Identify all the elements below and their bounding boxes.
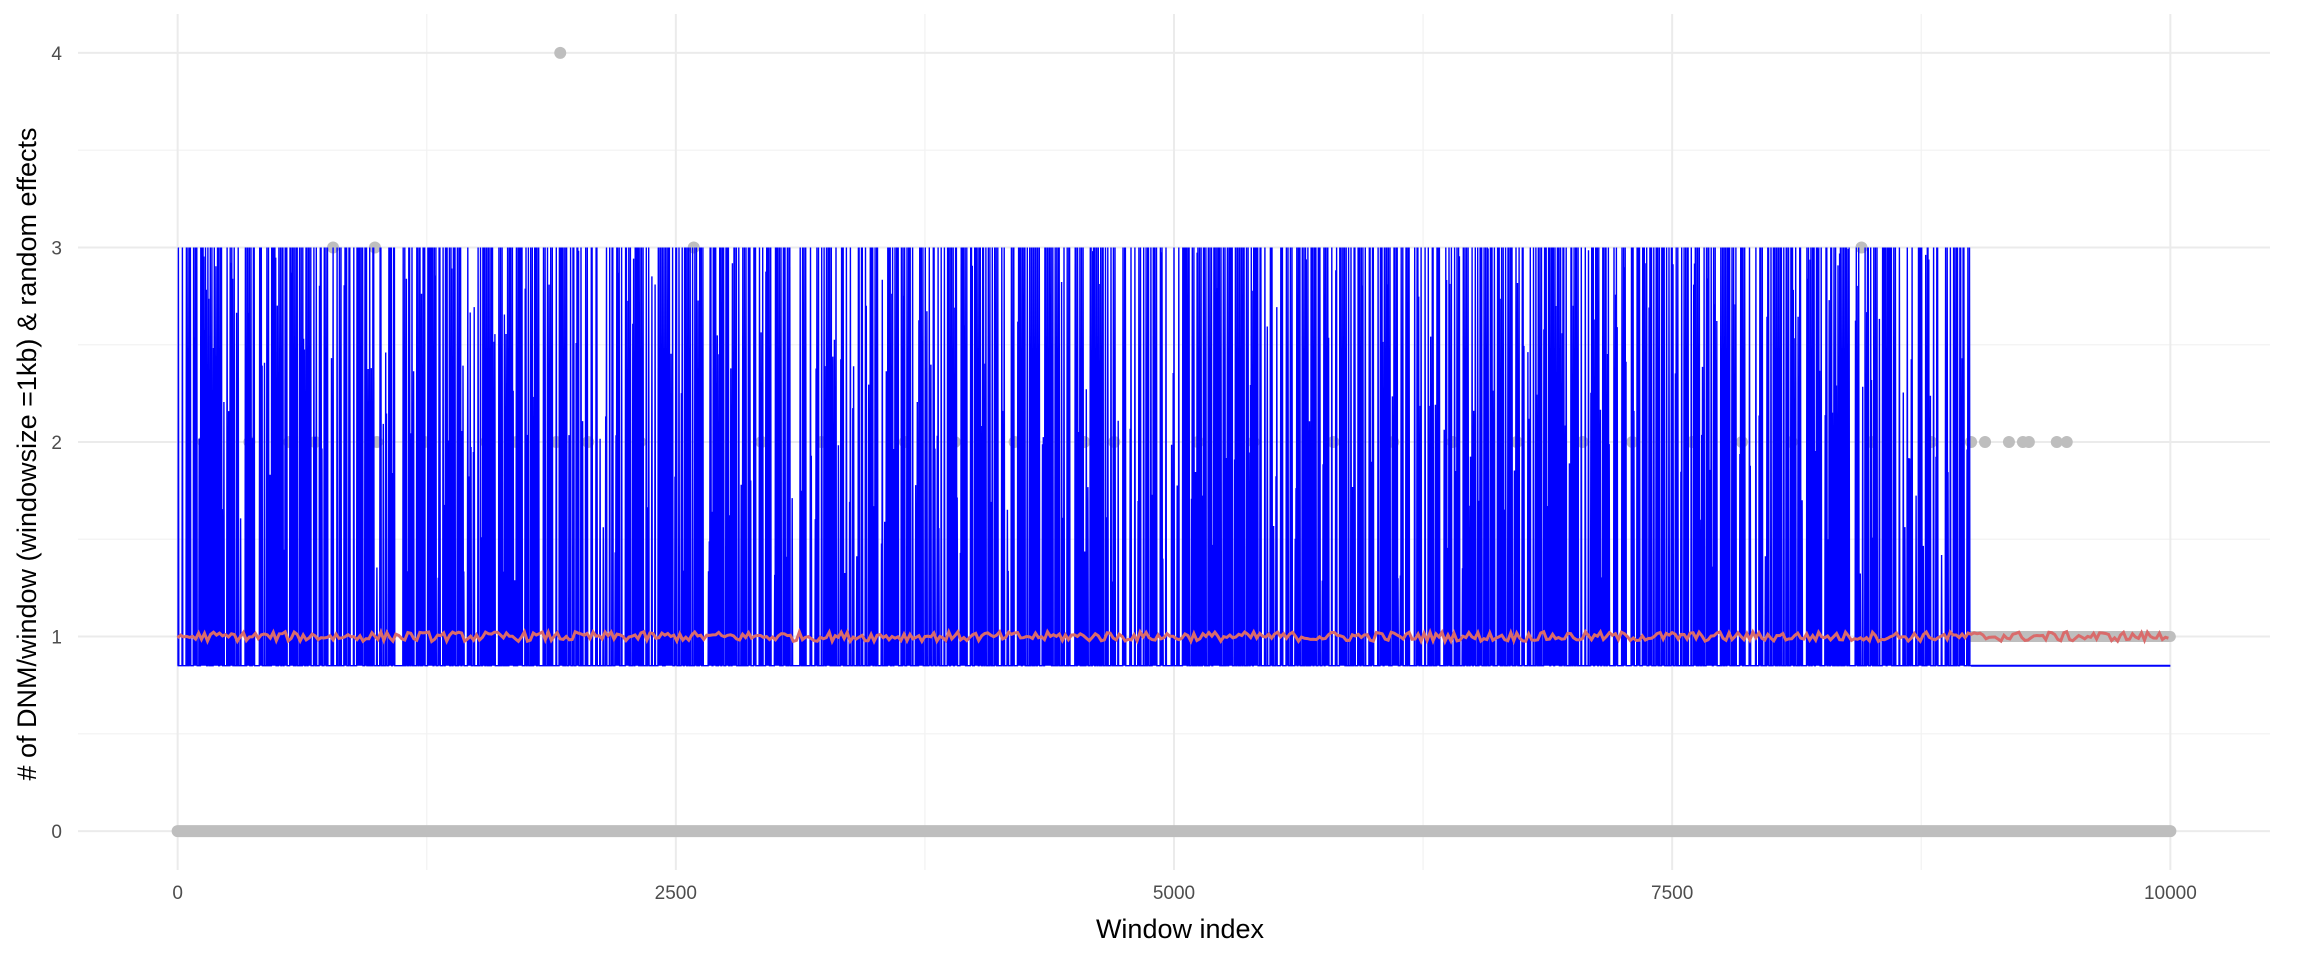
y-tick-label: 3 bbox=[51, 238, 62, 259]
y-tick-label: 0 bbox=[51, 822, 62, 843]
data-point bbox=[327, 241, 340, 254]
red-line-series bbox=[176, 627, 2169, 646]
data-point bbox=[2002, 436, 2015, 448]
x-tick-labels: 0 2500 5000 7500 10000 bbox=[172, 883, 2196, 904]
x-tick-label: 7500 bbox=[1651, 883, 1693, 904]
x-axis-label: Window index bbox=[1096, 914, 1265, 944]
x-tick-label: 5000 bbox=[1153, 883, 1195, 904]
data-point bbox=[1979, 436, 1992, 448]
data-point bbox=[2050, 436, 2063, 448]
red-series-line bbox=[176, 627, 2169, 646]
y-tick-labels: 0 1 2 3 4 bbox=[51, 44, 62, 843]
blue-line-series bbox=[177, 247, 2171, 667]
y-tick-label: 1 bbox=[51, 628, 62, 649]
y-tick-label: 4 bbox=[51, 44, 62, 65]
data-point bbox=[554, 46, 567, 59]
data-point bbox=[2060, 436, 2073, 448]
data-point bbox=[368, 241, 381, 254]
y-tick-label: 2 bbox=[51, 433, 62, 454]
blue-series-line bbox=[177, 247, 1972, 667]
x-tick-label: 0 bbox=[172, 883, 183, 904]
data-point bbox=[1965, 436, 1978, 448]
data-point bbox=[2022, 436, 2035, 448]
y-axis-label: # of DNM/window (windowsize =1kb) & rand… bbox=[12, 127, 42, 780]
x-tick-label: 10000 bbox=[2144, 883, 2197, 904]
x-tick-label: 2500 bbox=[655, 883, 697, 904]
